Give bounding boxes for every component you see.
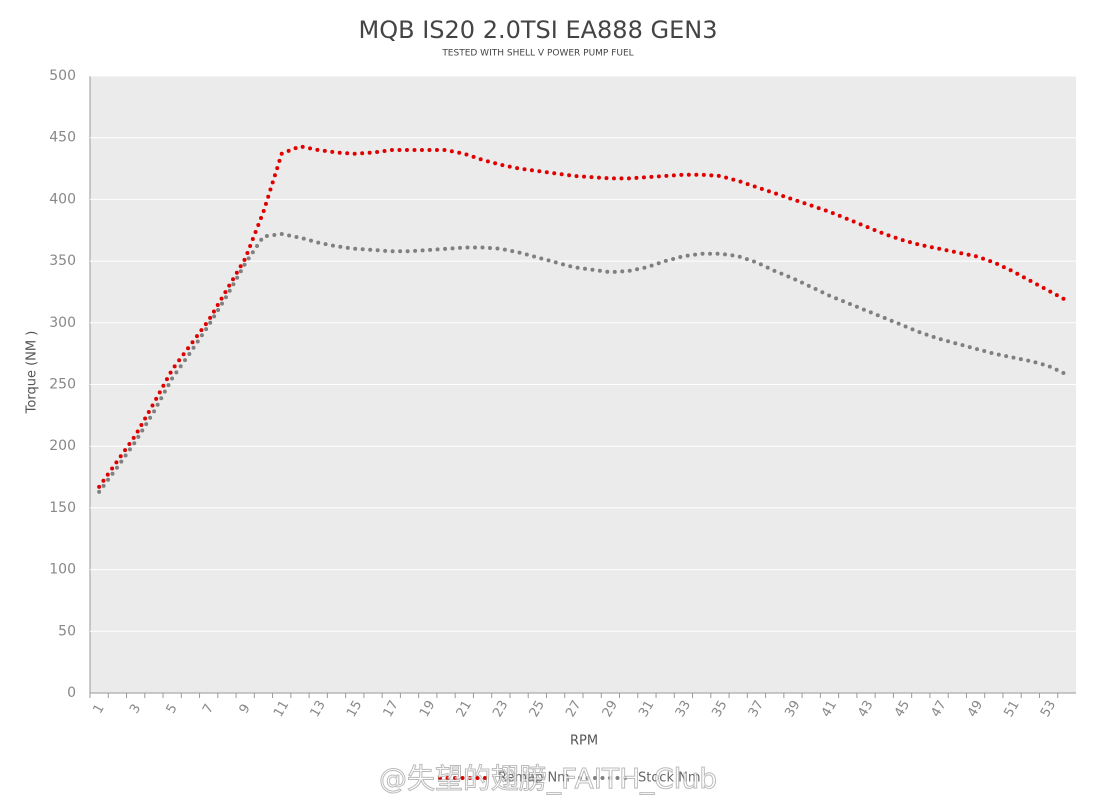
x-tick-label: 37 — [746, 698, 767, 720]
x-tick-label: 29 — [600, 698, 621, 720]
x-tick-label: 19 — [417, 698, 438, 720]
x-tick-label: 39 — [782, 698, 803, 720]
x-tick-label: 13 — [308, 698, 329, 720]
x-tick-label: 17 — [381, 698, 402, 720]
x-tick-label: 25 — [527, 698, 548, 720]
series-line — [97, 231, 1069, 494]
x-tick-label: 35 — [709, 698, 730, 720]
x-tick-label: 11 — [271, 698, 292, 720]
x-tick-label: 51 — [1001, 698, 1022, 720]
x-tick-label: 33 — [673, 698, 694, 720]
legend-label: Remap Nm — [498, 771, 570, 786]
x-tick-label: 7 — [200, 702, 217, 717]
y-tick-label: 200 — [49, 438, 76, 454]
chart-title: MQB IS20 2.0TSI EA888 GEN3 — [359, 16, 718, 44]
y-tick-label: 50 — [58, 623, 76, 639]
x-tick-label: 9 — [237, 702, 254, 717]
y-tick-label: 300 — [49, 315, 76, 331]
y-axis-label: Torque (NM ) — [25, 331, 40, 415]
x-tick-label: 49 — [965, 698, 986, 720]
y-tick-label: 250 — [49, 377, 76, 393]
x-tick-label: 23 — [490, 698, 511, 720]
y-tick-label: 500 — [49, 68, 76, 84]
y-tick-label: 350 — [49, 253, 76, 269]
x-tick-label: 1 — [91, 702, 108, 717]
x-tick-label: 31 — [636, 698, 657, 720]
x-tick-label: 21 — [454, 698, 475, 720]
y-tick-label: 0 — [67, 685, 76, 701]
x-tick-label: 27 — [563, 698, 584, 720]
x-tick-label: 15 — [344, 698, 365, 720]
chart-subtitle: TESTED WITH SHELL V POWER PUMP FUEL — [441, 49, 633, 59]
x-tick-label: 3 — [127, 702, 144, 717]
watermark: @失望的翅膀_FAITH_Club — [379, 762, 717, 795]
x-tick-label: 41 — [819, 698, 840, 720]
y-tick-label: 450 — [49, 130, 76, 146]
x-tick-label: 43 — [855, 698, 876, 720]
x-tick-label: 45 — [892, 698, 913, 720]
x-tick-label: 5 — [164, 702, 181, 717]
series-line — [97, 144, 1069, 489]
x-axis-label: RPM — [570, 734, 598, 749]
y-tick-label: 100 — [49, 562, 76, 578]
y-tick-label: 400 — [49, 191, 76, 207]
x-tick-label: 47 — [928, 698, 949, 720]
y-tick-label: 150 — [49, 500, 76, 516]
legend-label: Stock Nm — [638, 771, 701, 786]
x-tick-label: 53 — [1038, 698, 1059, 720]
